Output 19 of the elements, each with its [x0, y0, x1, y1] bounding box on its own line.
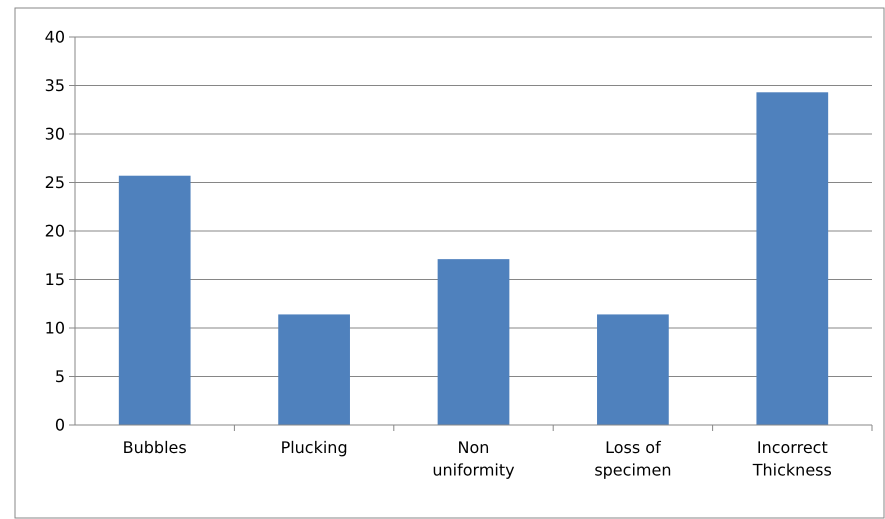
y-tick-label: 0 [54, 416, 65, 435]
y-tick-label: 30 [44, 124, 65, 144]
bar [278, 314, 350, 425]
y-tick-label: 40 [44, 28, 65, 47]
x-tick-label: Plucking [280, 438, 348, 457]
y-tick-label: 5 [54, 367, 65, 386]
bar [756, 92, 828, 425]
y-tick-label: 20 [44, 222, 65, 241]
bar [438, 259, 510, 425]
bar [597, 314, 669, 425]
x-tick-label: Incorrect Thickness [752, 438, 832, 480]
x-tick-label: Non uniformity [432, 438, 515, 480]
y-tick-label: 35 [44, 76, 65, 96]
bar [118, 176, 191, 425]
x-tick-label: Bubbles [122, 438, 187, 457]
y-tick-label: 10 [44, 318, 65, 338]
x-tick-label: Loss of specimen [594, 438, 672, 480]
y-tick-label: 25 [44, 173, 65, 192]
y-tick-label: 15 [44, 270, 65, 290]
